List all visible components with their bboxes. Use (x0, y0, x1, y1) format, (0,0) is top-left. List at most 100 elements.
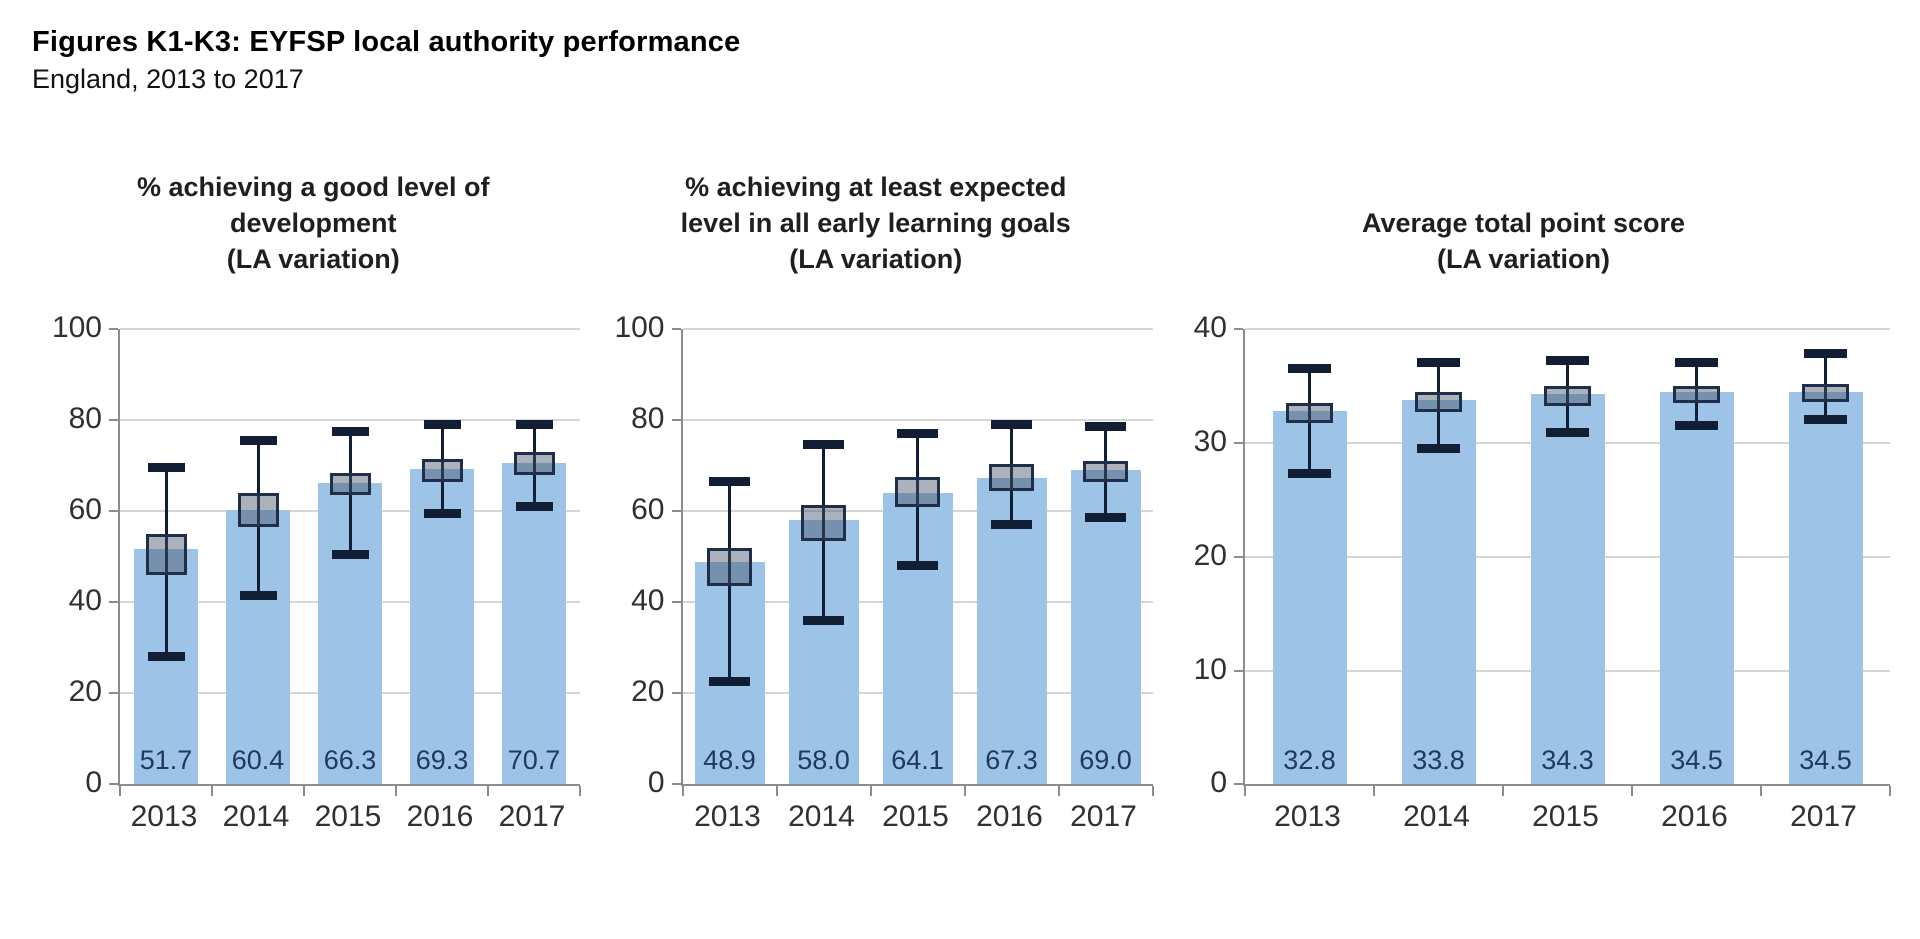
bar-value-label: 34.3 (1541, 745, 1594, 776)
error-bar-cap-top (991, 419, 1032, 429)
error-bar-cap-top (1085, 422, 1126, 432)
error-bar-cap-top (1417, 358, 1460, 368)
chart-title: Average total point score (LA variation) (1157, 127, 1890, 277)
plot-wrap: 0 20 40 60 80 100 51.7 60.4 66.3 69.3 70.7 2013 2014… (52, 313, 595, 832)
x-axis-label-2013: 2013 (130, 800, 198, 834)
plot-wrap: 0 10 20 30 40 32.8 33.8 34.3 34.5 34.5 2013 2014 201… (1194, 313, 1891, 832)
x-axis-label-2016: 2016 (406, 800, 474, 834)
y-axis-label: 100 (51, 311, 102, 345)
error-bar-cap-bottom (1288, 468, 1331, 478)
x-axis-tick (775, 786, 778, 797)
error-bar-cap-bottom (991, 520, 1032, 529)
x-axis-label-2014: 2014 (788, 800, 855, 834)
y-axis-tick (109, 328, 118, 331)
chart-title: % achieving a good level of development (L… (32, 127, 595, 277)
plot-area: 0 20 40 60 80 100 48.9 58.0 64.1 67.3 69.0 (614, 313, 1154, 798)
x-axis-tick (1057, 786, 1060, 797)
bar-value-label: 48.9 (703, 745, 756, 776)
y-axis-tick (671, 601, 681, 604)
x-axis-label-2015: 2015 (314, 800, 382, 834)
charts-row: % achieving a good level of development (L… (32, 127, 1891, 832)
x-axis-labels: 2013 2014 2015 2016 2017 (1243, 802, 1888, 832)
x-axis-label-2017: 2017 (498, 800, 566, 834)
x-axis-labels: 2013 2014 2015 2016 2017 (118, 802, 578, 832)
chart-title-line: (LA variation) (789, 243, 963, 274)
y-axis-label: 0 (1210, 766, 1227, 800)
la-variation-box (895, 477, 940, 507)
x-axis-label-2013: 2013 (694, 800, 761, 834)
bar-value-label: 32.8 (1283, 745, 1336, 776)
plot-wrap: 0 20 40 60 80 100 48.9 58.0 64.1 67.3 69.0 2013 2014… (614, 313, 1158, 834)
bar-2016 (1659, 391, 1734, 785)
error-bar-cap-bottom (803, 615, 844, 625)
error-bar-cap-top (803, 440, 844, 450)
error-bar-line (164, 468, 168, 657)
chart-title: % achieving at least expected level in al… (595, 127, 1158, 277)
bar-value-label: 34.5 (1799, 745, 1852, 776)
x-axis-label-2016: 2016 (1661, 800, 1728, 834)
x-axis-tick (211, 786, 213, 797)
x-axis-tick (119, 786, 121, 797)
bar-value-label: 69.0 (1079, 745, 1132, 776)
x-axis-tick (1151, 786, 1154, 797)
error-bar-line (1437, 363, 1440, 449)
error-bar-line (440, 424, 444, 514)
y-axis-tick (1234, 555, 1243, 558)
y-axis-label: 0 (647, 766, 665, 800)
x-axis-label-2015: 2015 (882, 800, 949, 834)
y-axis-label: 20 (631, 675, 665, 709)
error-bar-cap-top (709, 476, 750, 486)
grid-line (682, 419, 1153, 422)
la-variation-box (801, 504, 846, 541)
error-bar-cap-bottom (709, 676, 750, 686)
bar-2014 (1401, 399, 1476, 785)
la-variation-box (421, 459, 463, 482)
bar-2016 (976, 478, 1047, 785)
la-variation-box (1083, 461, 1128, 482)
la-variation-box (145, 534, 187, 576)
error-bar-line (916, 434, 919, 566)
la-variation-box (707, 547, 752, 587)
error-bar-line (1824, 354, 1827, 421)
error-bar-line (822, 445, 825, 621)
y-axis-tick (109, 419, 118, 422)
chart-2: % achieving at least expected level in al… (595, 127, 1158, 832)
error-bar-cap-bottom (515, 501, 553, 511)
x-axis-tick (1631, 786, 1633, 797)
error-bar-cap-top (1546, 356, 1589, 366)
x-axis-tick (963, 786, 966, 797)
la-variation-box (513, 452, 555, 475)
error-bar-line (1566, 361, 1569, 433)
error-bar-cap-top (331, 426, 369, 436)
error-bar-cap-top (239, 435, 277, 445)
error-bar-line (532, 424, 536, 507)
y-axis-label: 80 (631, 402, 665, 436)
y-axis-tick (671, 328, 681, 331)
bar-2017 (1070, 470, 1141, 785)
bar-2017 (502, 462, 566, 785)
bar-value-label: 58.0 (797, 745, 850, 776)
bar-value-label: 66.3 (323, 745, 377, 776)
error-bar-cap-bottom (423, 508, 461, 518)
x-axis-label-2014: 2014 (222, 800, 290, 834)
chart-title-line: Average total point score (1361, 208, 1686, 239)
x-axis-tick (1373, 786, 1375, 797)
y-axis-tick (671, 783, 681, 786)
y-axis-tick (109, 510, 118, 513)
plot-area: 0 20 40 60 80 100 51.7 60.4 66.3 69.3 70.7 (52, 313, 581, 798)
bar-value-label: 67.3 (985, 745, 1038, 776)
y-axis-tick (109, 692, 118, 695)
grid-line (120, 419, 580, 422)
error-bar-cap-bottom (897, 560, 938, 570)
chart-title-line: % achieving at least expected (685, 172, 1067, 203)
figure-subtitle: England, 2013 to 2017 (32, 64, 304, 95)
error-bar-line (728, 481, 731, 682)
grid-line (682, 328, 1153, 331)
x-axis-tick (1889, 786, 1891, 797)
y-axis-label: 30 (1193, 425, 1227, 459)
x-axis-label-2015: 2015 (1532, 800, 1599, 834)
y-axis-label: 40 (631, 584, 665, 618)
y-axis-label: 100 (614, 311, 665, 345)
chart-title-line: (LA variation) (226, 243, 400, 274)
